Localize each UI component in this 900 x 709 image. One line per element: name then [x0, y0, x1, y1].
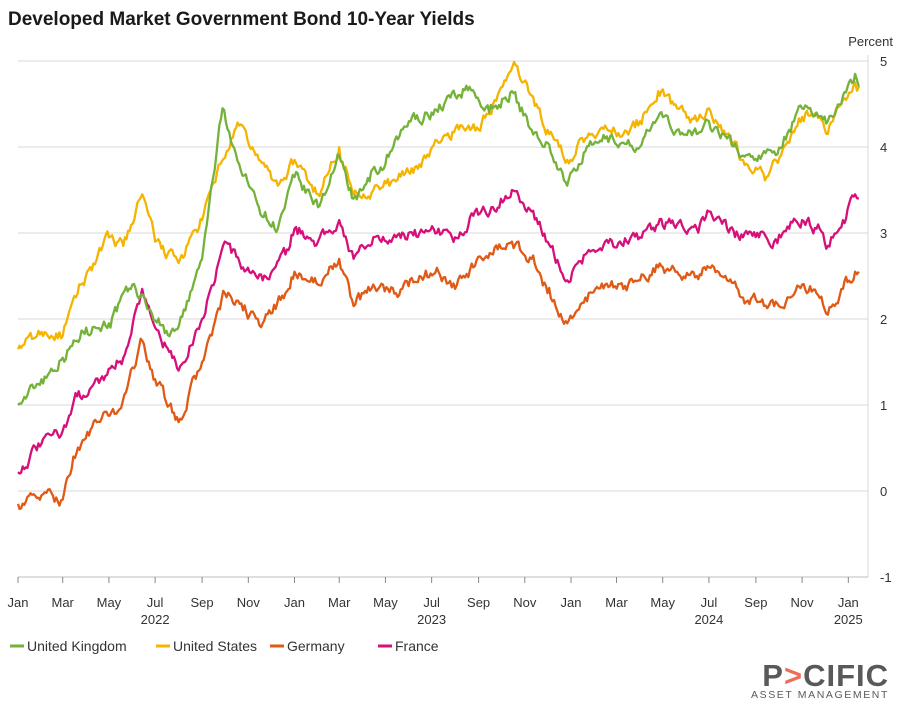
x-year-label: 2024 [694, 612, 723, 627]
logo-p: P [762, 658, 784, 693]
x-month-label: Mar [328, 595, 351, 610]
x-month-label: May [373, 595, 398, 610]
x-month-label: Nov [237, 595, 261, 610]
x-month-label: Jul [147, 595, 164, 610]
y-tick-labels: 5 4 3 2 1 0 -1 [880, 54, 892, 585]
y-tick-label: 3 [880, 226, 887, 241]
y-tick-label: 4 [880, 140, 887, 155]
x-month-label: Mar [52, 595, 75, 610]
y-tick-label: 2 [880, 312, 887, 327]
series-lines [16, 60, 861, 511]
y-axis-unit: Percent [848, 34, 893, 49]
x-year-label: 2022 [141, 612, 170, 627]
x-month-label: Mar [605, 595, 628, 610]
x-month-label: Sep [744, 595, 767, 610]
legend-label: France [395, 638, 439, 654]
series-line-united-states [16, 60, 860, 350]
series-line-germany [16, 240, 860, 511]
y-tick-label: 1 [880, 398, 887, 413]
y-tick-label: 0 [880, 484, 887, 499]
x-month-label: Jan [561, 595, 582, 610]
x-month-label: Jul [423, 595, 440, 610]
x-month-label: Nov [791, 595, 815, 610]
logo-rest: CIFIC [803, 658, 889, 693]
y-tick-label: 5 [880, 54, 887, 69]
legend-label: Germany [287, 638, 345, 654]
x-month-label: May [97, 595, 122, 610]
pacific-logo: P>CIFIC ASSET MANAGEMENT [751, 658, 889, 701]
x-month-label: May [650, 595, 675, 610]
x-axis: Jan Mar May Jul Sep Nov Jan Mar May Jul Sep Nov Jan M… [8, 576, 868, 627]
series-line-united-kingdom [17, 72, 861, 406]
x-month-label: Sep [467, 595, 490, 610]
legend-label: United Kingdom [27, 638, 127, 654]
x-month-label: Jul [701, 595, 718, 610]
legend-label: United States [173, 638, 257, 654]
x-year-label: 2023 [417, 612, 446, 627]
x-month-label: Jan [8, 595, 29, 610]
series-line-france [17, 188, 860, 475]
x-month-label: Nov [513, 595, 537, 610]
logo-tagline: ASSET MANAGEMENT [751, 689, 889, 701]
x-month-label: Jan [284, 595, 305, 610]
x-month-label: Sep [191, 595, 214, 610]
y-tick-label: -1 [880, 570, 892, 585]
logo-wordmark: P>CIFIC [762, 658, 889, 693]
logo-accent-a: > [784, 658, 803, 693]
x-year-label: 2025 [834, 612, 863, 627]
x-month-label: Jan [838, 595, 859, 610]
legend: United Kingdom United States Germany France [10, 638, 439, 654]
chart-title: Developed Market Government Bond 10-Year… [8, 9, 475, 30]
gridlines [18, 55, 869, 578]
